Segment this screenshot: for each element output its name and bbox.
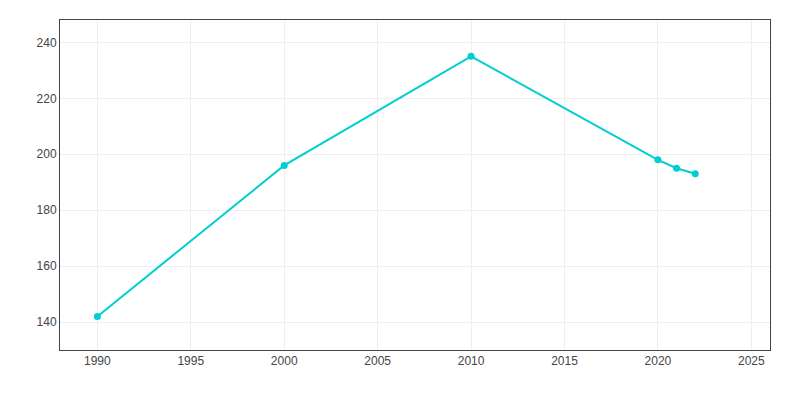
svg-text:2015: 2015 xyxy=(551,354,578,368)
svg-text:220: 220 xyxy=(37,92,57,106)
svg-text:180: 180 xyxy=(37,203,57,217)
svg-text:240: 240 xyxy=(37,36,57,50)
svg-text:2000: 2000 xyxy=(271,354,298,368)
svg-text:200: 200 xyxy=(37,147,57,161)
svg-text:1990: 1990 xyxy=(84,354,111,368)
svg-text:140: 140 xyxy=(37,315,57,329)
svg-text:160: 160 xyxy=(37,259,57,273)
svg-text:1995: 1995 xyxy=(177,354,204,368)
svg-text:2005: 2005 xyxy=(364,354,391,368)
svg-text:2020: 2020 xyxy=(645,354,672,368)
svg-text:2010: 2010 xyxy=(458,354,485,368)
svg-text:2025: 2025 xyxy=(738,354,765,368)
